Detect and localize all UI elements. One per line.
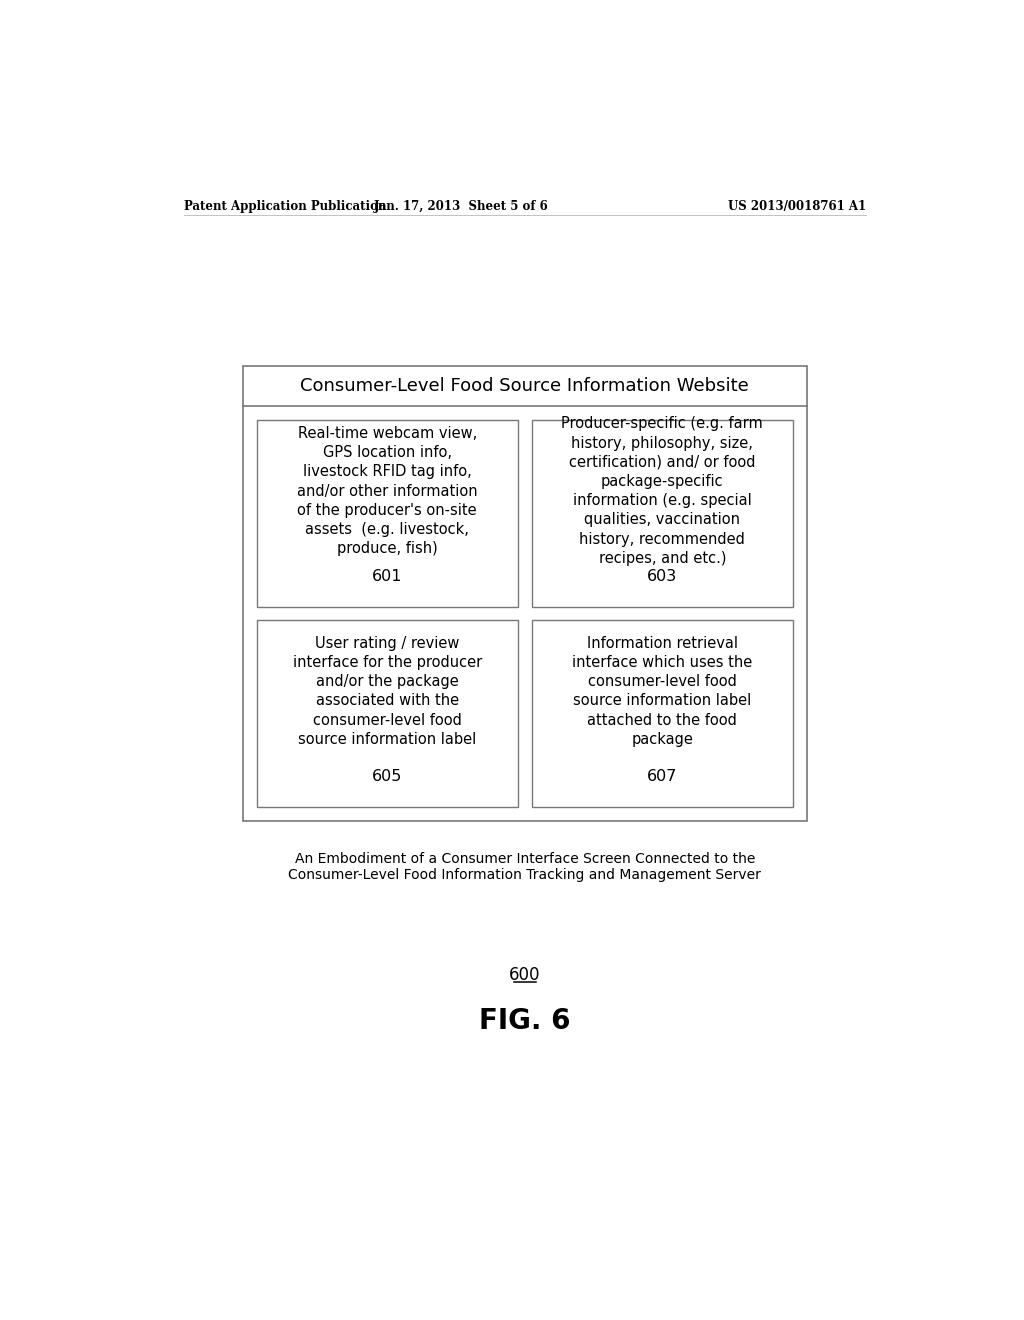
Text: Consumer-Level Food Source Information Website: Consumer-Level Food Source Information W… — [300, 378, 750, 395]
Bar — [243, 367, 807, 821]
Text: Real-time webcam view,
GPS location info,
livestock RFID tag info,
and/or other : Real-time webcam view, GPS location info… — [297, 426, 477, 556]
Bar — [531, 420, 793, 607]
Text: Information retrieval
interface which uses the
consumer-level food
source inform: Information retrieval interface which us… — [572, 636, 753, 747]
Text: 605: 605 — [372, 770, 402, 784]
Text: 601: 601 — [372, 569, 402, 585]
Bar — [257, 620, 518, 807]
Text: Consumer-Level Food Information Tracking and Management Server: Consumer-Level Food Information Tracking… — [289, 867, 761, 882]
Text: An Embodiment of a Consumer Interface Screen Connected to the: An Embodiment of a Consumer Interface Sc… — [295, 853, 755, 866]
Text: User rating / review
interface for the producer
and/or the package
associated wi: User rating / review interface for the p… — [293, 636, 482, 747]
Bar — [531, 620, 793, 807]
Text: FIG. 6: FIG. 6 — [479, 1007, 570, 1035]
Text: Jan. 17, 2013  Sheet 5 of 6: Jan. 17, 2013 Sheet 5 of 6 — [374, 199, 549, 213]
Text: Patent Application Publication: Patent Application Publication — [183, 199, 386, 213]
Text: 603: 603 — [647, 569, 678, 585]
Text: 600: 600 — [509, 966, 541, 983]
Bar — [257, 420, 518, 607]
Text: 607: 607 — [647, 770, 678, 784]
Text: Producer-specific (e.g. farm
history, philosophy, size,
certification) and/ or f: Producer-specific (e.g. farm history, ph… — [561, 416, 763, 566]
Text: US 2013/0018761 A1: US 2013/0018761 A1 — [728, 199, 866, 213]
